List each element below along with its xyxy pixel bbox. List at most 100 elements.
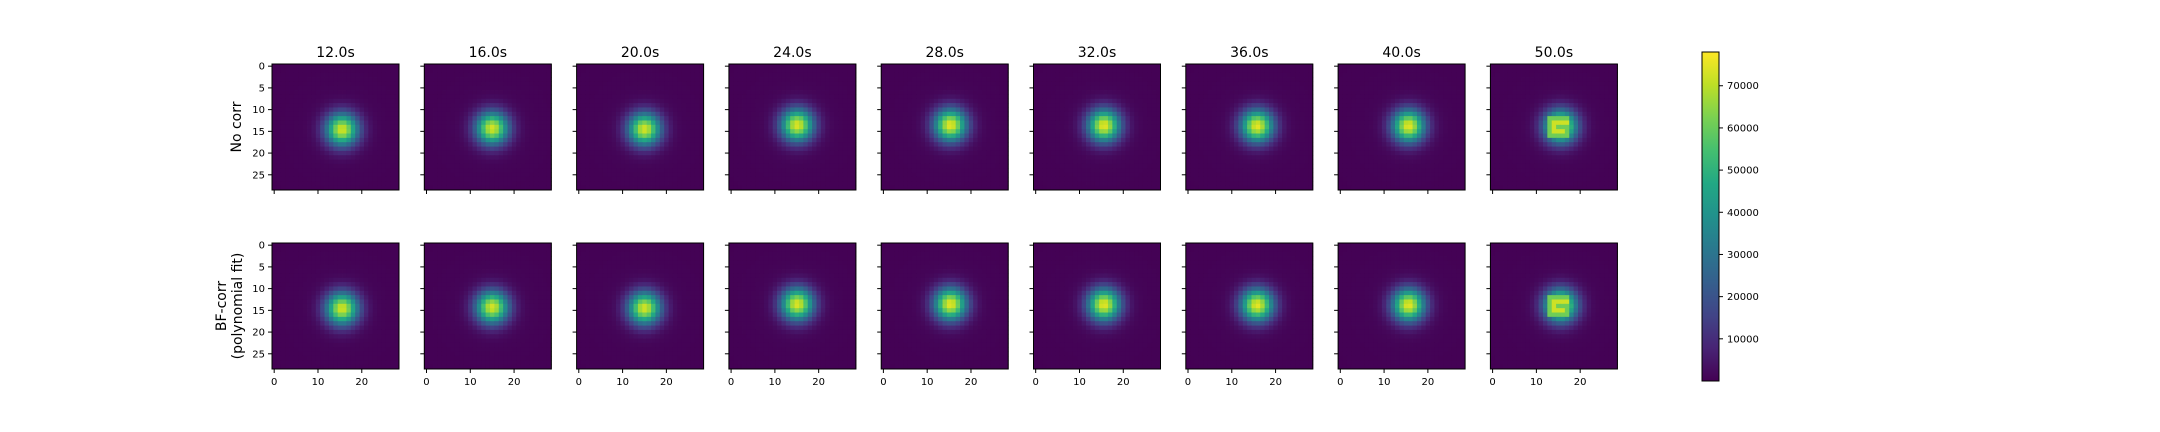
heatmap-cell [525,90,530,95]
heatmap-cell [1139,103,1144,108]
heatmap-cell [695,116,700,121]
heatmap-cell [634,77,639,82]
heatmap-cell [669,116,674,121]
heatmap-cell [538,107,543,112]
heatmap-cell [943,181,948,186]
heatmap-cell [472,64,477,69]
heatmap-cell [751,151,756,156]
heatmap-cell [929,138,934,143]
heatmap-cell [320,73,325,78]
heatmap-cell [808,164,813,169]
heatmap-cell [746,81,751,86]
heatmap-cell [995,177,1000,182]
heatmap-cell [903,155,908,160]
heatmap-cell [616,181,621,186]
heatmap-cell [1143,77,1148,82]
heatmap-cell [455,160,460,165]
heatmap-cell [795,160,800,165]
heatmap-cell [768,160,773,165]
heatmap-cell [790,64,795,69]
heatmap-cell [746,116,751,121]
heatmap-cell [298,94,303,99]
heatmap-cell [599,81,604,86]
heatmap-cell [516,73,521,78]
heatmap-cell [921,151,926,156]
heatmap-cell [386,155,391,160]
heatmap-cell [899,129,904,134]
heatmap-cell [333,116,338,121]
heatmap-cell [307,68,312,73]
heatmap-cell [838,77,843,82]
heatmap-cell [368,112,373,117]
heatmap-cell [1095,116,1100,121]
heatmap-cell [360,73,365,78]
heatmap-cell [638,77,643,82]
heatmap-cell [360,112,365,117]
heatmap-cell [577,116,582,121]
heatmap-cell [364,181,369,186]
heatmap-cell [742,107,747,112]
heatmap-cell [455,151,460,156]
heatmap-cell [616,138,621,143]
heatmap-cell [451,177,456,182]
heatmap-cell [881,138,886,143]
heatmap-cell [973,120,978,125]
heatmap-cell [956,134,961,139]
heatmap-cell [742,116,747,121]
heatmap-cell [1038,164,1043,169]
heatmap-cell [521,138,526,143]
heatmap-cell [464,120,469,125]
heatmap-cell [660,103,665,108]
heatmap-cell [790,181,795,186]
heatmap-cell [1134,64,1139,69]
heatmap-cell [1090,103,1095,108]
heatmap-cell [647,147,652,152]
heatmap-cell [686,134,691,139]
heatmap-cell [442,173,447,178]
heatmap-cell [655,125,660,130]
heatmap-cell [638,125,643,130]
heatmap-cell [477,142,482,147]
heatmap-cell [742,147,747,152]
heatmap-cell [508,94,513,99]
heatmap-cell [1143,112,1148,117]
heatmap-cell [364,94,369,99]
heatmap-cell [285,142,290,147]
heatmap-cell [625,68,630,73]
heatmap-cell [342,164,347,169]
heatmap-cell [590,168,595,173]
heatmap-cell [1139,147,1144,152]
heatmap-cell [1086,107,1091,112]
heatmap-cell [1090,86,1095,91]
heatmap-cell [629,107,634,112]
heatmap-cell [338,99,343,104]
heatmap-cell [695,173,700,178]
heatmap-cell [437,181,442,186]
heatmap-cell [1051,142,1056,147]
heatmap-cell [303,120,308,125]
heatmap-cell [477,134,482,139]
heatmap-cell [429,181,434,186]
heatmap-cell [503,77,508,82]
heatmap-cell [1108,68,1113,73]
heatmap-cell [342,129,347,134]
heatmap-cell [272,64,277,69]
heatmap-cell [764,116,769,121]
heatmap-cell [603,94,608,99]
heatmap-cell [320,142,325,147]
heatmap-cell [543,103,548,108]
heatmap-cell [529,73,534,78]
heatmap-cell [669,64,674,69]
heatmap-cell [738,160,743,165]
heatmap-cell [1060,116,1065,121]
heatmap-cell [1047,168,1052,173]
heatmap-cell [512,112,517,117]
heatmap-cell [1051,94,1056,99]
heatmap-cell [599,134,604,139]
heatmap-cell [599,173,604,178]
heatmap-cell [1060,151,1065,156]
heatmap-cell [755,164,760,169]
heatmap-cell [1125,64,1130,69]
heatmap-cell [943,68,948,73]
heatmap-cell [1152,94,1157,99]
